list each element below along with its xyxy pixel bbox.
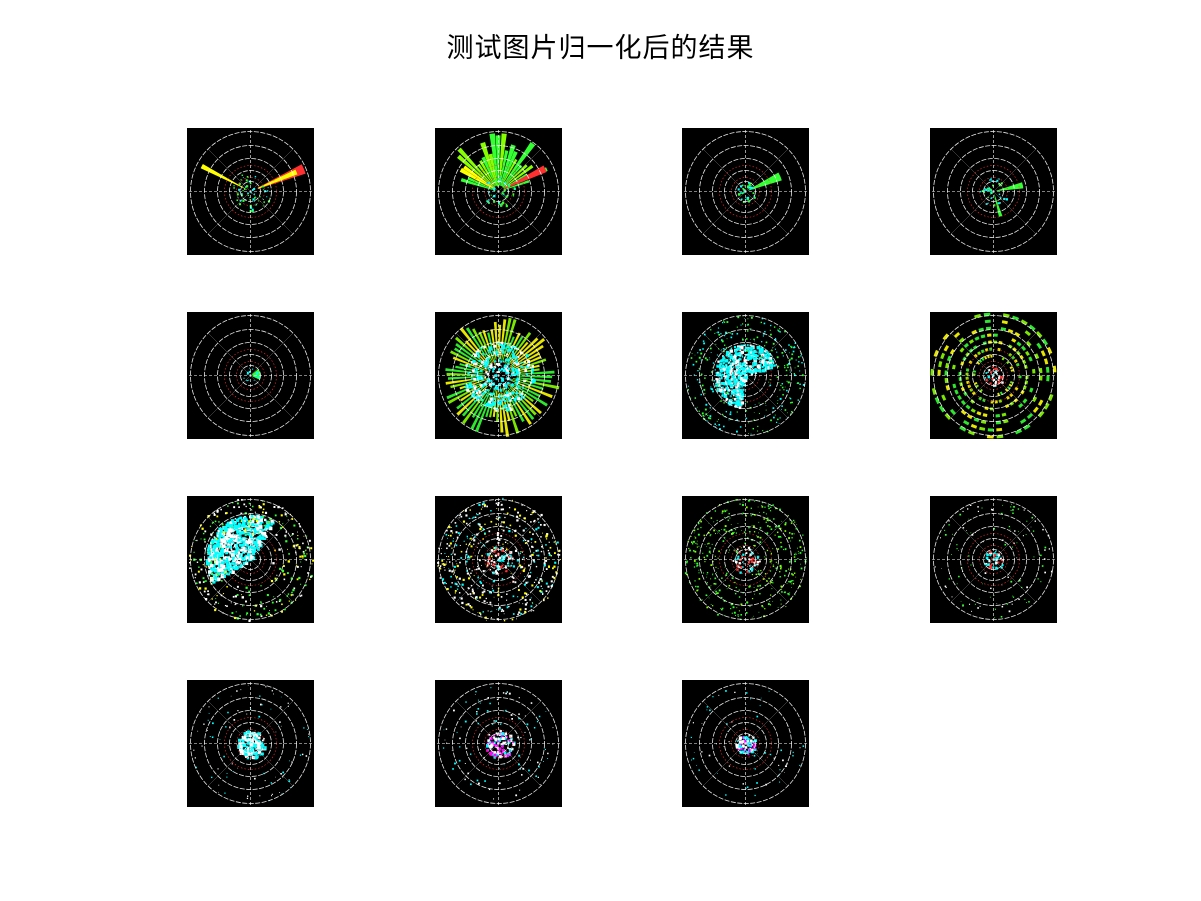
radar-image-15 <box>682 680 809 807</box>
radar-image-6 <box>435 312 562 439</box>
polar-grid-4 <box>932 130 1055 253</box>
radar-plot-11 <box>684 498 807 621</box>
radar-plot-14 <box>437 682 560 805</box>
polar-grid-3 <box>684 130 807 253</box>
radar-image-4 <box>930 128 1057 255</box>
radar-plot-4 <box>932 130 1055 253</box>
radar-plot-6 <box>437 314 560 437</box>
radar-image-13 <box>187 680 314 807</box>
radar-image-7 <box>682 312 809 439</box>
radar-echo-8 <box>930 312 1057 439</box>
polar-grid-8 <box>932 314 1055 437</box>
radar-image-1 <box>187 128 314 255</box>
radar-image-10 <box>435 496 562 623</box>
radar-plot-1 <box>189 130 312 253</box>
radar-plot-13 <box>189 682 312 805</box>
polar-grid-13 <box>189 682 312 805</box>
radar-plot-15 <box>684 682 807 805</box>
polar-grid-15 <box>684 682 807 805</box>
radar-plot-7 <box>684 314 807 437</box>
radar-image-3 <box>682 128 809 255</box>
polar-grid-10 <box>437 498 560 621</box>
polar-grid-7 <box>684 314 807 437</box>
radar-echo-5 <box>243 367 261 382</box>
radar-echo-2 <box>457 133 548 208</box>
radar-plot-8 <box>930 312 1057 439</box>
radar-image-11 <box>682 496 809 623</box>
radar-echo-12 <box>934 503 1053 619</box>
polar-grid-6 <box>437 314 560 437</box>
polar-grid-14 <box>437 682 560 805</box>
radar-plot-9 <box>188 498 314 623</box>
radar-image-14 <box>435 680 562 807</box>
radar-echo-11 <box>684 498 807 620</box>
polar-grid-5 <box>189 314 312 437</box>
figure-title: 测试图片归一化后的结果 <box>446 33 755 64</box>
radar-image-2 <box>435 128 562 255</box>
radar-plot-5 <box>189 314 312 437</box>
radar-plot-2 <box>437 130 560 253</box>
radar-echo-7 <box>687 315 805 435</box>
radar-image-8 <box>930 312 1057 439</box>
polar-grid-11 <box>684 498 807 621</box>
polar-grid-1 <box>189 130 312 253</box>
polar-grid-9 <box>189 498 312 621</box>
radar-image-12 <box>930 496 1057 623</box>
radar-echo-10 <box>437 497 561 622</box>
radar-echo-1 <box>200 164 306 213</box>
radar-plot-12 <box>932 498 1055 621</box>
radar-image-5 <box>187 312 314 439</box>
polar-grid-2 <box>437 130 560 253</box>
radar-echo-6 <box>445 317 560 437</box>
radar-plot-3 <box>684 130 807 253</box>
radar-plot-10 <box>437 497 561 622</box>
polar-grid-12 <box>932 498 1055 621</box>
radar-image-9 <box>187 496 314 623</box>
